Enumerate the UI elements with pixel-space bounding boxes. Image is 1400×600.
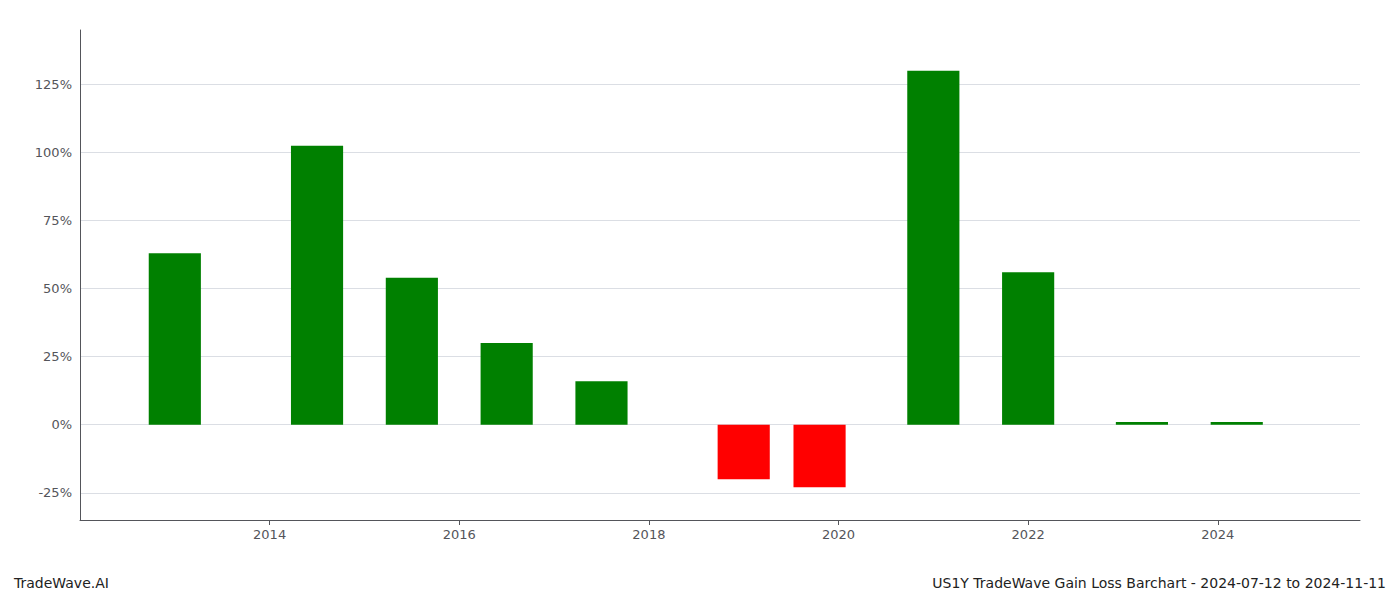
svg-text:US1Y TradeWave Gain Loss Barch: US1Y TradeWave Gain Loss Barchart - 2024…	[932, 575, 1386, 591]
svg-text:25%: 25%	[43, 349, 72, 364]
svg-text:2020: 2020	[822, 527, 855, 542]
svg-text:2014: 2014	[253, 527, 286, 542]
svg-text:2024: 2024	[1201, 527, 1234, 542]
svg-text:0%: 0%	[51, 417, 72, 432]
svg-text:75%: 75%	[43, 213, 72, 228]
svg-text:-25%: -25%	[38, 485, 72, 500]
svg-text:125%: 125%	[35, 77, 72, 92]
svg-text:2022: 2022	[1012, 527, 1045, 542]
svg-text:50%: 50%	[43, 281, 72, 296]
svg-text:2016: 2016	[443, 527, 476, 542]
svg-text:100%: 100%	[35, 145, 72, 160]
svg-text:2018: 2018	[632, 527, 665, 542]
svg-text:TradeWave.AI: TradeWave.AI	[13, 575, 109, 591]
